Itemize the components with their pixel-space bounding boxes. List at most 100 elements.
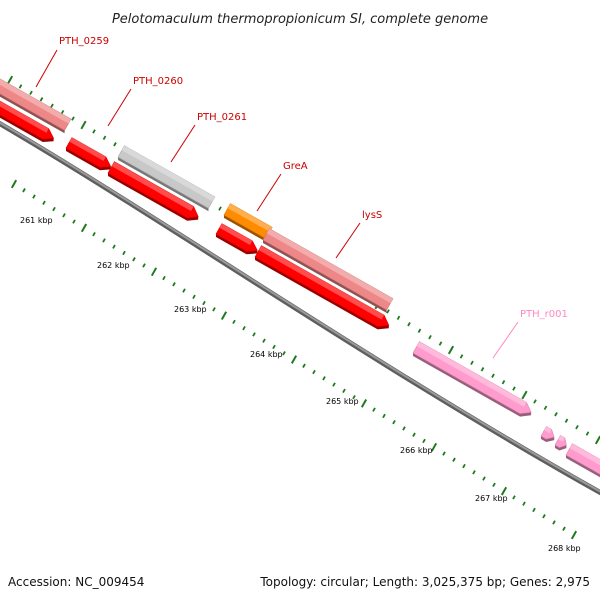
inner-tick-dash (430, 442, 438, 452)
outer-tick-dash (92, 129, 96, 134)
inner-tick-dash (412, 432, 416, 437)
gene-label-grea: GreA (256, 161, 308, 212)
gene-label-pth-r001: PTH_r001 (492, 309, 568, 359)
outer-tick-dash (585, 431, 590, 436)
feature-highlight (111, 161, 194, 211)
inner-tick-dash (342, 388, 346, 394)
outer-tick-dash (470, 360, 474, 366)
outer-tick-dash (543, 405, 548, 411)
feature-red-cds-4 (215, 223, 258, 255)
outer-tick-dash (71, 116, 75, 121)
inner-tick-dash (482, 476, 486, 481)
outer-tick-dash (396, 315, 401, 321)
inner-tick-dash (32, 194, 36, 199)
inner-tick-dash (392, 419, 396, 425)
outer-tick-dash (521, 390, 528, 400)
gene-label-text: PTH_0259 (59, 36, 109, 47)
inner-tick-dash (352, 394, 356, 400)
inner-tick-dash (182, 288, 186, 293)
inner-tick-dash (150, 267, 158, 277)
tick-label-266: 266 kbp (400, 446, 433, 455)
inner-tick-dash (232, 319, 236, 325)
inner-tick-dash (332, 382, 336, 387)
inner-tick-dash (512, 495, 516, 500)
inner-tick-dash (252, 332, 256, 337)
tick-label-264: 264 kbp (250, 350, 283, 359)
inner-tick-dash (122, 250, 126, 256)
outer-tick-dash (594, 435, 600, 445)
gene-label-text: PTH_0260 (133, 76, 183, 87)
leader-line (170, 124, 196, 163)
feature-depth (224, 215, 266, 242)
inner-tick-dash (302, 363, 306, 368)
tick-label-265: 265 kbp (326, 397, 359, 406)
inner-tick-dash (562, 526, 566, 531)
feature-depth (66, 148, 111, 171)
inner-tick-dash (92, 231, 96, 237)
gene-label-pth-0261: PTH_0261 (170, 112, 247, 163)
inner-tick-dash (220, 311, 228, 320)
leader-line (35, 49, 58, 88)
outer-tick-dash (102, 135, 107, 141)
tick-label-261: 261 kbp (20, 216, 53, 225)
inner-tick-dash (570, 530, 578, 540)
inner-tick-dash (112, 244, 116, 249)
inner-tick-dash (192, 294, 196, 300)
outer-tick-dash (564, 418, 569, 423)
inner-tick-dash (532, 507, 536, 513)
outer-tick-dash (480, 367, 485, 372)
inner-tick-dash (142, 263, 146, 268)
outer-tick-dash (438, 341, 443, 346)
feature-layer (0, 78, 600, 478)
feature-highlight (227, 203, 273, 232)
outer-tick-dash (113, 142, 117, 147)
feature-highlight (558, 435, 565, 442)
feature-depth (566, 455, 600, 478)
gene-label-text: PTH_r001 (520, 309, 568, 320)
inner-tick-dash (80, 223, 88, 233)
feature-highlight (569, 443, 600, 466)
outer-tick-dash (29, 90, 33, 96)
outer-tick-dash (501, 379, 506, 385)
feature-grea (223, 203, 273, 242)
feature-depth (118, 157, 209, 212)
inner-tick-dash (372, 407, 376, 412)
inner-tick-dash (290, 355, 298, 364)
feature-red-cds-5 (254, 245, 390, 330)
feature-highlight (258, 245, 385, 320)
gene-label-pth-0260: PTH_0260 (107, 76, 183, 127)
label-layer: PTH_0259 PTH_0260 PTH_0261 GreA lysS PTH_r001 (35, 36, 568, 359)
inner-tick-dash (22, 188, 26, 193)
inner-tick-dash (402, 426, 406, 431)
inner-tick-dash (242, 325, 246, 331)
outer-tick-dash (6, 75, 14, 85)
inner-tick-dash (522, 501, 526, 506)
inner-tick-dash (442, 451, 446, 456)
feature-highlight (416, 341, 527, 407)
backbone-shadow (0, 120, 600, 496)
feature-pth-0261 (117, 145, 216, 212)
feature-highlight (69, 137, 106, 161)
genome-summary-text: Topology: circular; Length: 3,025,375 bp… (259, 575, 590, 589)
outer-tick-dash (428, 334, 432, 340)
feature-highlight (266, 228, 393, 304)
inner-tick-dash (322, 376, 326, 381)
outer-tick-dash (533, 399, 537, 404)
feature-pth-r001 (412, 341, 532, 417)
feature-depth (216, 234, 258, 255)
footer-group: Accession: NC_009454 Topology: circular;… (8, 575, 590, 589)
outer-tick-dash (39, 97, 44, 102)
inner-tick-dash (212, 307, 216, 312)
leader-line (335, 222, 361, 259)
outer-tick-dash (386, 309, 390, 314)
feature-lyss (262, 228, 394, 313)
outer-tick-dash (50, 103, 54, 108)
inner-tick-dash (360, 399, 368, 408)
feature-pth-0259 (0, 78, 72, 134)
inner-tick-dash (262, 338, 266, 343)
outer-tick-dash (218, 206, 222, 211)
outer-tick-dash (512, 386, 516, 391)
leader-line (107, 88, 132, 127)
inner-tick-dash (132, 257, 136, 262)
leader-line (256, 173, 282, 212)
